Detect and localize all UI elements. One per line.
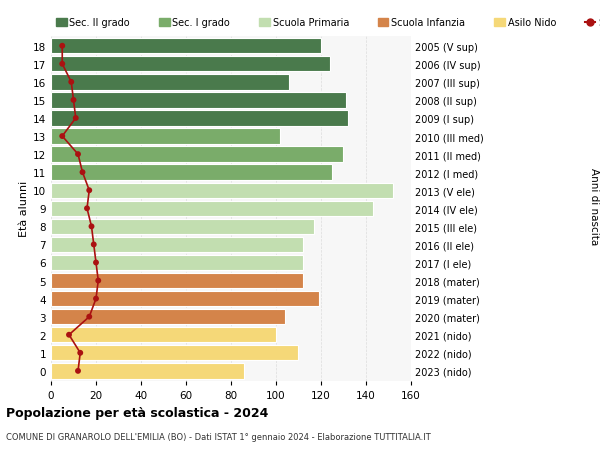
Bar xyxy=(51,364,245,379)
Bar xyxy=(51,75,290,90)
Point xyxy=(58,43,67,50)
Point xyxy=(71,115,80,123)
Point xyxy=(69,97,79,104)
Point xyxy=(58,133,67,140)
Point xyxy=(67,79,76,86)
Point xyxy=(87,223,97,230)
Point xyxy=(85,187,94,195)
Bar xyxy=(51,273,303,289)
Bar xyxy=(51,57,330,73)
Point xyxy=(85,313,94,321)
Point xyxy=(73,151,83,158)
Point xyxy=(76,349,85,357)
Point xyxy=(82,205,92,213)
Bar xyxy=(51,255,303,270)
Bar xyxy=(51,39,321,54)
Point xyxy=(91,295,101,302)
Bar xyxy=(51,309,285,325)
Bar xyxy=(51,327,276,343)
Point xyxy=(91,259,101,267)
Bar xyxy=(51,111,348,126)
Point xyxy=(78,169,88,176)
Point xyxy=(89,241,98,249)
Point xyxy=(73,367,83,375)
Bar xyxy=(51,291,319,307)
Bar xyxy=(51,147,344,162)
Text: Anni di nascita: Anni di nascita xyxy=(589,168,599,245)
Point xyxy=(58,61,67,68)
Bar xyxy=(51,129,281,145)
Bar xyxy=(51,237,303,252)
Bar xyxy=(51,93,346,108)
Point xyxy=(64,331,74,339)
Text: Popolazione per età scolastica - 2024: Popolazione per età scolastica - 2024 xyxy=(6,406,268,419)
Bar xyxy=(51,165,332,180)
Text: COMUNE DI GRANAROLO DELL'EMILIA (BO) - Dati ISTAT 1° gennaio 2024 - Elaborazione: COMUNE DI GRANAROLO DELL'EMILIA (BO) - D… xyxy=(6,432,431,442)
Bar xyxy=(51,183,393,198)
Legend: Sec. II grado, Sec. I grado, Scuola Primaria, Scuola Infanzia, Asilo Nido, Stran: Sec. II grado, Sec. I grado, Scuola Prim… xyxy=(56,18,600,28)
Bar xyxy=(51,345,299,361)
Point xyxy=(94,277,103,285)
Bar xyxy=(51,219,314,235)
Y-axis label: Età alunni: Età alunni xyxy=(19,181,29,237)
Bar xyxy=(51,201,373,217)
